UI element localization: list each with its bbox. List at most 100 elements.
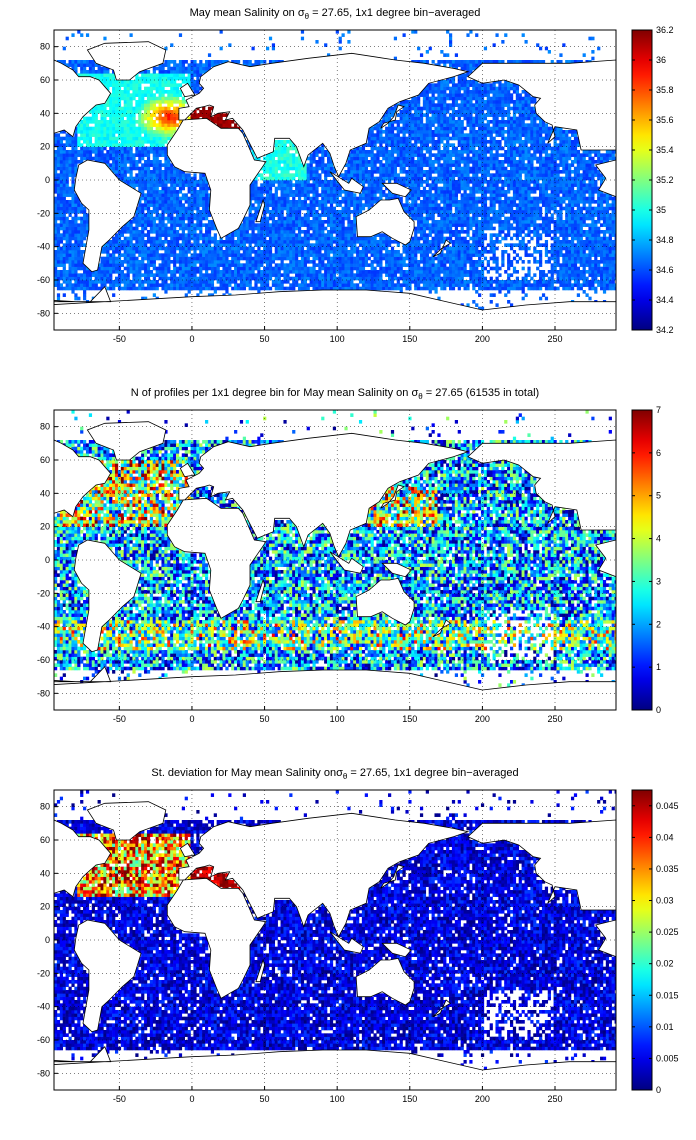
data-cell <box>196 193 200 197</box>
data-cell <box>135 270 139 274</box>
data-cell <box>56 233 61 237</box>
data-cell <box>155 143 159 147</box>
data-cell <box>181 206 185 211</box>
data-cell <box>292 246 296 251</box>
data-cell <box>388 236 392 241</box>
data-cell <box>175 90 180 94</box>
data-cell <box>152 66 156 71</box>
data-cell <box>419 223 424 227</box>
data-cell <box>164 90 168 94</box>
data-cell <box>373 176 377 181</box>
data-cell <box>170 66 174 71</box>
data-cell <box>329 280 334 284</box>
data-cell <box>123 140 127 144</box>
data-cell <box>114 110 119 114</box>
data-cell <box>158 276 162 281</box>
data-cell <box>141 173 145 177</box>
data-cell <box>199 250 203 254</box>
data-cell <box>65 186 69 191</box>
data-cell <box>91 60 95 64</box>
data-cell <box>257 256 261 261</box>
data-cell <box>283 193 287 197</box>
data-cell <box>242 246 246 251</box>
data-cell <box>402 133 406 137</box>
data-cell <box>146 286 151 291</box>
data-cell <box>402 106 406 111</box>
data-cell <box>54 140 58 144</box>
data-cell <box>109 83 113 87</box>
data-cell <box>126 96 130 101</box>
data-cell <box>324 43 328 47</box>
data-cell <box>202 180 206 184</box>
data-cell <box>129 153 133 157</box>
data-cell <box>109 133 113 137</box>
data-cell <box>141 223 145 227</box>
data-cell <box>335 240 339 244</box>
data-cell <box>263 273 267 277</box>
data-cell <box>361 170 366 174</box>
data-cell <box>292 260 296 264</box>
data-cell <box>286 166 290 171</box>
data-cell <box>312 173 316 177</box>
data-cell <box>196 203 200 207</box>
data-cell <box>234 283 238 287</box>
data-cell <box>248 246 252 251</box>
data-cell <box>205 60 209 64</box>
data-cell <box>393 276 398 281</box>
data-cell <box>390 106 395 111</box>
data-cell <box>228 246 232 251</box>
data-cell <box>222 253 226 257</box>
data-cell <box>144 116 148 121</box>
data-cell <box>138 280 142 284</box>
data-cell <box>324 173 328 177</box>
data-cell <box>199 280 203 284</box>
data-cell <box>155 83 159 87</box>
data-cell <box>286 146 290 151</box>
data-cell <box>103 83 107 87</box>
data-cell <box>414 213 418 217</box>
data-cell <box>379 133 383 137</box>
data-cell <box>315 276 319 281</box>
data-cell <box>286 246 290 251</box>
data-cell <box>123 280 127 284</box>
data-cell <box>388 153 392 157</box>
data-cell <box>170 183 174 187</box>
data-cell <box>141 203 145 207</box>
data-cell <box>146 123 151 127</box>
data-cell <box>193 283 197 287</box>
data-cell <box>283 236 287 241</box>
data-cell <box>277 240 281 244</box>
data-cell <box>344 246 348 251</box>
data-cell <box>184 180 188 184</box>
data-cell <box>327 213 331 217</box>
data-cell <box>74 126 78 131</box>
data-cell <box>120 273 124 277</box>
data-cell <box>254 223 258 227</box>
data-cell <box>231 263 235 267</box>
data-cell <box>152 203 156 207</box>
data-cell <box>335 260 339 264</box>
data-cell <box>347 270 351 274</box>
data-cell <box>356 203 360 207</box>
data-cell <box>376 140 380 144</box>
data-cell <box>68 270 72 274</box>
data-cell <box>94 133 98 137</box>
data-cell <box>83 123 87 127</box>
data-cell <box>292 220 296 224</box>
data-cell <box>417 96 421 101</box>
data-cell <box>123 100 127 104</box>
data-cell <box>327 263 331 267</box>
data-cell <box>248 213 252 217</box>
data-cell <box>286 160 290 164</box>
data-cell <box>408 100 412 104</box>
data-cell <box>164 120 168 124</box>
data-cell <box>405 110 409 114</box>
data-cell <box>292 270 296 274</box>
data-cell <box>202 253 206 257</box>
data-cell <box>335 230 339 234</box>
data-cell <box>268 180 273 184</box>
data-cell <box>385 156 389 161</box>
data-cell <box>341 273 345 277</box>
data-cell <box>144 193 148 197</box>
data-cell <box>280 190 284 194</box>
